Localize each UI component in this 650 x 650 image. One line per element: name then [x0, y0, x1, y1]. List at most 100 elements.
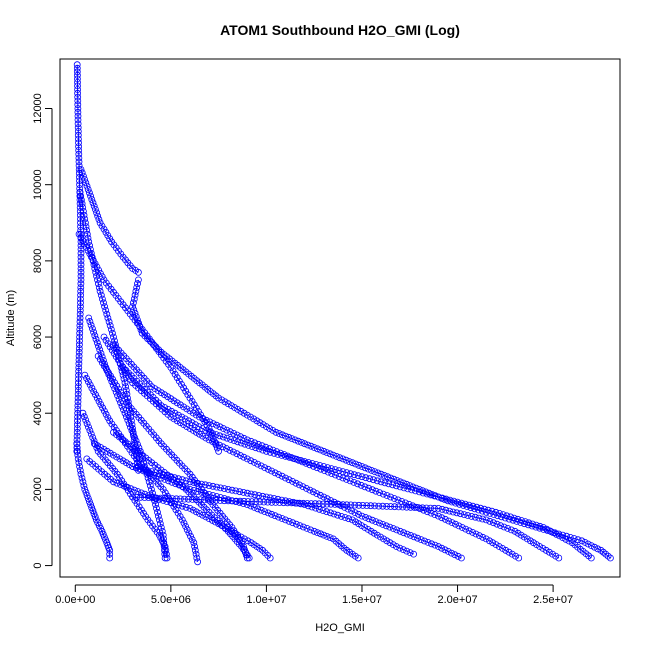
data-point — [319, 507, 327, 514]
data-point — [145, 478, 153, 486]
data-point — [291, 436, 299, 444]
data-point — [469, 529, 477, 536]
data-point — [510, 514, 518, 522]
data-point — [200, 503, 208, 511]
data-point — [355, 510, 362, 518]
data-point — [97, 401, 105, 408]
data-point — [295, 499, 303, 507]
data-point — [327, 497, 335, 504]
data-point — [115, 356, 123, 364]
data-point — [147, 485, 155, 493]
data-point — [308, 460, 316, 467]
data-point — [305, 459, 312, 466]
data-point — [82, 223, 90, 231]
data-point — [259, 446, 267, 454]
data-point — [77, 219, 84, 227]
data-point — [178, 516, 186, 524]
data-point — [472, 530, 480, 538]
data-point — [122, 386, 130, 394]
data-point — [192, 550, 200, 558]
data-point — [83, 492, 91, 499]
data-point — [454, 552, 462, 560]
data-point — [389, 525, 397, 532]
data-point — [77, 291, 84, 299]
data-point — [228, 497, 236, 505]
data-point — [301, 440, 309, 448]
data-point — [329, 451, 337, 459]
data-point — [119, 371, 127, 379]
data-point — [240, 497, 248, 505]
data-point — [347, 501, 355, 509]
data-point — [137, 489, 145, 497]
data-point — [182, 387, 190, 395]
data-point — [226, 446, 234, 454]
data-point — [412, 487, 419, 495]
data-point — [75, 352, 83, 360]
data-point — [358, 463, 366, 470]
data-point — [213, 483, 221, 491]
data-point — [88, 196, 96, 203]
y-tick-label: 4000 — [32, 401, 44, 425]
data-point — [95, 284, 103, 291]
data-point — [230, 429, 238, 437]
data-point — [75, 375, 82, 383]
data-point — [393, 477, 401, 484]
data-point — [82, 488, 90, 496]
data-point — [434, 504, 442, 512]
data-point — [216, 497, 224, 504]
data-point — [105, 318, 113, 326]
data-point — [375, 519, 383, 527]
data-point — [82, 243, 90, 251]
data-point — [540, 524, 547, 531]
data-point — [74, 386, 82, 394]
data-point — [87, 501, 94, 509]
data-point — [134, 280, 141, 288]
data-point — [372, 487, 380, 495]
y-axis: 0 2000 4000 6000 8000 10000 12000 — [32, 93, 53, 569]
data-point — [195, 423, 203, 431]
data-point — [127, 485, 135, 493]
data-point — [282, 452, 289, 460]
data-point — [113, 345, 120, 352]
data-point — [182, 503, 190, 511]
data-point — [74, 455, 82, 463]
data-point — [288, 499, 295, 507]
data-point — [115, 395, 123, 403]
data-point — [77, 249, 85, 257]
data-point — [77, 265, 85, 272]
data-point — [202, 426, 210, 434]
data-point — [161, 489, 169, 497]
data-point — [495, 543, 503, 550]
data-point — [294, 437, 302, 445]
data-point — [87, 249, 95, 257]
data-point — [446, 507, 453, 515]
data-point — [76, 181, 83, 189]
data-point — [366, 475, 374, 483]
data-point — [335, 467, 343, 475]
data-point — [368, 486, 376, 494]
data-point — [438, 505, 446, 513]
data-point — [375, 502, 383, 510]
data-point — [350, 471, 358, 479]
series-line — [78, 233, 220, 452]
data-point — [441, 515, 449, 523]
data-point — [316, 491, 324, 499]
data-point — [89, 434, 97, 441]
data-point — [212, 496, 220, 504]
data-point — [92, 268, 100, 276]
data-point — [180, 495, 188, 503]
data-point — [74, 394, 82, 402]
data-point — [196, 413, 203, 421]
data-point — [339, 501, 347, 509]
data-point — [98, 527, 106, 535]
data-point — [427, 504, 434, 512]
data-point — [84, 495, 92, 502]
data-point — [167, 364, 175, 371]
data-point — [74, 390, 82, 398]
data-point — [376, 489, 384, 497]
data-point — [77, 295, 84, 303]
data-point — [74, 398, 82, 406]
data-point — [220, 495, 228, 502]
data-point — [460, 511, 468, 518]
